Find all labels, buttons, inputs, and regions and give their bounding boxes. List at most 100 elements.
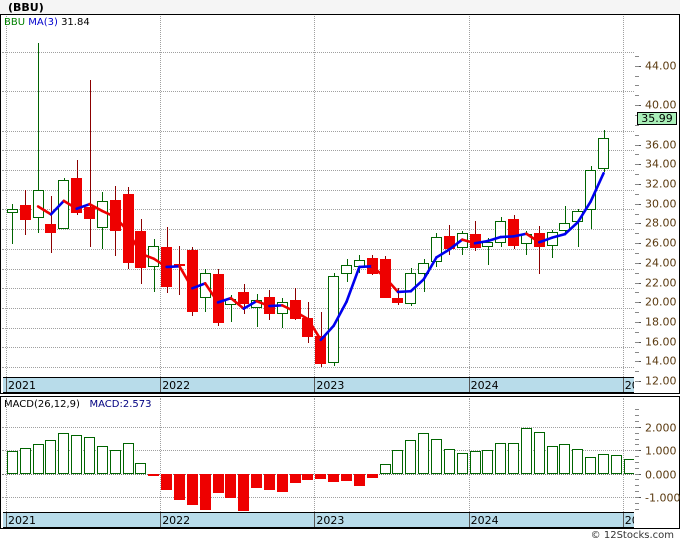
axis-minor-tick (635, 134, 639, 136)
axis-minor-tick (635, 223, 639, 225)
macd-y-axis: 2.000 1.000 0.000 -1.000 (635, 398, 680, 529)
candle-body (598, 138, 609, 169)
axis-minor-tick (635, 502, 639, 504)
ma-segment (165, 264, 181, 269)
macd-bar (7, 451, 18, 474)
price-y-axis: 44.00 40.00 36.00 34.00 32.00 30.00 28.00 26.00… (635, 16, 680, 394)
date-tick (6, 378, 7, 392)
axis-minor-tick (635, 467, 639, 469)
ma-segment (203, 282, 220, 304)
axis-minor-tick (635, 371, 639, 373)
price-axis-label: 20.00 (645, 295, 677, 309)
ma-segment (255, 299, 271, 308)
candle-wick (488, 238, 489, 265)
axis-minor-tick (635, 213, 639, 215)
gridline (2, 308, 634, 309)
ma-segment (139, 252, 156, 261)
date-tick (160, 378, 162, 392)
ma-segment (332, 300, 348, 328)
macd-bar (521, 428, 532, 474)
axis-minor-tick (635, 341, 639, 343)
axis-minor-tick (635, 174, 639, 176)
macd-bar (290, 473, 301, 484)
date-tick (6, 513, 7, 527)
macd-bar (328, 473, 339, 483)
date-axis-label: 2022 (162, 514, 191, 527)
macd-bar (354, 473, 365, 487)
macd-bar (624, 459, 634, 474)
price-axis-label: 32.00 (645, 177, 677, 191)
gridline (2, 209, 634, 211)
macd-bar (97, 445, 108, 474)
axis-minor-tick (635, 473, 639, 475)
macd-bar (431, 438, 442, 474)
price-axis-label: 18.00 (645, 315, 677, 329)
ma-segment (126, 230, 143, 256)
macd-bar (238, 473, 249, 511)
gridline (622, 16, 624, 377)
moving-average-line (36, 171, 605, 342)
price-axis-label: 16.00 (645, 335, 677, 349)
ma-segment (75, 202, 91, 211)
gridline (2, 450, 634, 452)
date-tick (622, 513, 624, 527)
legend-indicator: MA(3) (28, 17, 58, 28)
macd-bar (508, 443, 519, 474)
date-tick (314, 513, 316, 527)
macd-chart-panel: MACD(26,12,9) MACD:2.573 2021 2022 2023 202… (0, 396, 680, 529)
axis-minor-tick (635, 124, 639, 126)
ma-segment (280, 304, 297, 313)
candle-wick (38, 42, 39, 234)
price-axis-label: 40.00 (645, 98, 677, 112)
current-price-tag: 35.99 (637, 112, 677, 125)
macd-axis-label: 0.000 (645, 468, 677, 482)
price-plot-area[interactable]: 2021 2022 2023 2024 2025 (2, 16, 634, 394)
macd-bar (598, 454, 609, 474)
macd-bar (341, 473, 352, 481)
axis-minor-tick (635, 184, 639, 185)
ma-segment (293, 310, 310, 321)
ma-segment (62, 199, 78, 211)
macd-bar (470, 451, 481, 474)
macd-plot-area[interactable]: 2021 2022 2023 2024 2025 (2, 398, 634, 529)
ma-segment (319, 324, 335, 342)
candle-wick (257, 294, 258, 327)
gridline (160, 16, 162, 377)
ma-segment (409, 278, 425, 293)
gridline (2, 367, 634, 369)
macd-bar (33, 444, 44, 474)
axis-minor-tick (635, 253, 639, 254)
ma-segment (512, 232, 528, 238)
ma-segment (383, 276, 400, 294)
axis-minor-tick (635, 312, 639, 314)
macd-bar (20, 447, 31, 474)
gridline (2, 229, 634, 231)
axis-minor-tick (635, 95, 639, 97)
axis-minor-tick (635, 496, 639, 498)
ma-segment (216, 296, 233, 304)
macd-bar (161, 473, 172, 491)
candle-body (135, 231, 146, 268)
macd-bar (444, 449, 455, 474)
macd-bar (135, 463, 146, 474)
ma-segment (460, 238, 477, 245)
ma-segment (435, 248, 451, 259)
axis-minor-tick (635, 302, 639, 304)
candle-body (495, 221, 506, 243)
price-date-axis: 2021 2022 2023 2024 2025 (3, 377, 634, 393)
ma-segment (358, 264, 374, 269)
candle-body (508, 219, 519, 246)
axis-minor-tick (635, 409, 639, 411)
gridline (2, 268, 634, 270)
date-axis-label: 2024 (470, 514, 499, 527)
ma-segment (370, 264, 387, 279)
axis-minor-tick (635, 233, 639, 235)
macd-bar (148, 473, 159, 477)
macd-bar (380, 464, 391, 474)
title-bar: (BBU) (0, 0, 680, 15)
candle-wick (179, 245, 180, 296)
ma-segment (422, 256, 438, 281)
axis-minor-tick (635, 85, 639, 87)
price-axis-label: 44.00 (645, 59, 677, 73)
date-tick (622, 378, 624, 392)
